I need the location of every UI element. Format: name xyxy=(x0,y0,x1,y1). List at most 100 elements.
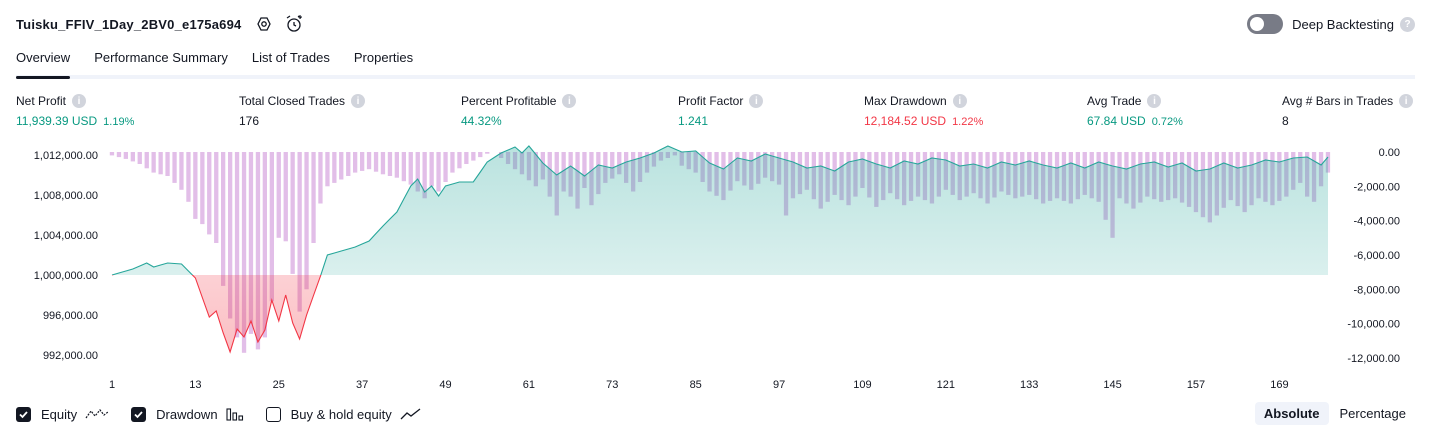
drawdown-bar xyxy=(325,152,330,187)
drawdown-bar xyxy=(144,152,149,169)
drawdown-bar xyxy=(311,152,316,243)
drawdown-bar xyxy=(248,152,254,334)
equity-drawdown-chart[interactable]: 1,012,000.00 1,008,000.00 1,004,000.00 1,00… xyxy=(0,140,1431,398)
metric-label: Net Profit xyxy=(16,94,67,108)
right-axis: 0.00 -2,000.00 -4,000.00 -6,000.00 -8,000.00… xyxy=(1347,147,1400,365)
drawdown-bar xyxy=(123,152,128,159)
x-axis-tick: 121 xyxy=(937,379,955,391)
equity-line-icon xyxy=(85,407,109,421)
drawdown-bar xyxy=(401,152,406,182)
info-icon[interactable]: i xyxy=(562,94,577,108)
percentage-button[interactable]: Percentage xyxy=(1339,406,1407,421)
right-axis-tick: 0.00 xyxy=(1379,147,1400,159)
buy-hold-checkbox[interactable] xyxy=(265,406,281,422)
drawdown-bar xyxy=(366,152,372,170)
metric-avg-trade: Avg Trade i 67.84 USD 0.72% xyxy=(1087,93,1183,128)
metric-profit-factor: Profit Factor i 1.241 xyxy=(678,93,764,128)
drawdown-bar xyxy=(228,152,233,319)
left-axis-tick: 1,000,000.00 xyxy=(34,270,98,282)
x-axis-tick: 49 xyxy=(439,379,451,391)
metric-label: Avg # Bars in Trades xyxy=(1282,94,1394,108)
left-axis: 1,012,000.00 1,008,000.00 1,004,000.00 1,00… xyxy=(34,150,98,362)
tab-performance-summary[interactable]: Performance Summary xyxy=(94,50,228,65)
drawdown-bar xyxy=(158,152,163,175)
metric-value: 176 xyxy=(239,114,260,128)
gear-icon[interactable] xyxy=(253,13,275,35)
drawdown-bar xyxy=(186,152,191,202)
absolute-button[interactable]: Absolute xyxy=(1254,402,1329,425)
tab-overview[interactable]: Overview xyxy=(16,42,71,79)
x-axis-tick: 109 xyxy=(853,379,871,391)
buy-hold-toggle[interactable]: Buy & hold equity xyxy=(265,406,422,422)
equity-line-negative xyxy=(112,275,322,354)
toggle-knob xyxy=(1250,17,1265,31)
info-icon[interactable]: i xyxy=(1399,94,1414,108)
info-icon[interactable]: i xyxy=(72,94,87,108)
alarm-add-icon[interactable] xyxy=(283,13,305,35)
drawdown-bar xyxy=(109,152,115,156)
drawdown-bar xyxy=(165,152,170,176)
drawdown-bar xyxy=(415,152,420,192)
info-icon[interactable]: i xyxy=(749,94,764,108)
line-chart-icon xyxy=(400,407,422,421)
strategy-header: Tuisku_FFIV_1Day_2BV0_e175a694 xyxy=(16,12,305,36)
info-icon[interactable]: i xyxy=(952,94,967,108)
x-axis-tick: 85 xyxy=(690,379,702,391)
drawdown-bar xyxy=(360,152,365,171)
metric-value: 8 xyxy=(1282,114,1289,128)
drawdown-bar xyxy=(151,152,156,173)
drawdown-bar xyxy=(332,152,337,183)
drawdown-bar xyxy=(387,152,393,176)
drawdown-checkbox[interactable] xyxy=(131,406,147,422)
x-axis-tick: 73 xyxy=(606,379,618,391)
left-axis-tick: 1,008,000.00 xyxy=(34,190,98,202)
drawdown-bar xyxy=(207,152,212,235)
deep-backtesting-toggle[interactable] xyxy=(1247,14,1284,34)
metric-percent: 0.72% xyxy=(1151,116,1183,128)
tab-properties[interactable]: Properties xyxy=(353,50,414,65)
metric-label: Percent Profitable xyxy=(461,94,557,108)
drawdown-bar xyxy=(429,152,434,187)
drawdown-bar xyxy=(304,152,309,290)
drawdown-bar xyxy=(380,152,386,175)
metric-percent-profitable: Percent Profitable i 44.32% xyxy=(461,93,577,128)
info-icon[interactable]: i xyxy=(1147,94,1162,108)
x-axis-tick: 169 xyxy=(1270,379,1288,391)
left-axis-tick: 1,004,000.00 xyxy=(34,230,98,242)
metric-value: 44.32% xyxy=(461,114,502,128)
right-axis-tick: -12,000.00 xyxy=(1347,353,1400,365)
metric-net-profit: Net Profit i 11,939.39 USD 1.19% xyxy=(16,93,134,128)
drawdown-bar xyxy=(485,152,490,154)
x-axis-tick: 97 xyxy=(773,379,785,391)
help-icon[interactable]: ? xyxy=(1400,16,1415,32)
drawdown-bar xyxy=(394,152,399,178)
drawdown-bar xyxy=(610,152,615,179)
drawdown-bar xyxy=(262,152,267,338)
drawdown-bar xyxy=(179,152,184,190)
drawdown-bar xyxy=(193,152,198,219)
x-axis-tick: 157 xyxy=(1187,379,1205,391)
x-axis-tick: 61 xyxy=(523,379,535,391)
tab-list-of-trades[interactable]: List of Trades xyxy=(251,50,330,65)
metric-label: Profit Factor xyxy=(678,94,744,108)
equity-toggle[interactable]: Equity xyxy=(16,406,109,422)
drawdown-bar xyxy=(408,152,413,185)
drawdown-bar xyxy=(464,152,469,164)
drawdown-bar xyxy=(471,152,476,161)
drawdown-bar xyxy=(457,152,462,169)
equity-checkbox[interactable] xyxy=(16,406,31,422)
drawdown-bar xyxy=(422,152,427,199)
drawdown-bar xyxy=(339,152,344,180)
x-axis-tick: 37 xyxy=(356,379,368,391)
info-icon[interactable]: i xyxy=(351,94,366,108)
drawdown-bar xyxy=(241,152,247,353)
drawdown-toggle[interactable]: Drawdown xyxy=(131,406,244,422)
drawdown-bar xyxy=(269,152,274,302)
bar-chart-icon xyxy=(226,407,244,421)
metric-value: 67.84 USD xyxy=(1087,114,1146,128)
buy-hold-label: Buy & hold equity xyxy=(290,406,392,422)
drawdown-bar xyxy=(130,152,135,162)
chart-legend: Equity Drawdown Buy & hold equity xyxy=(16,403,444,425)
metric-value: 11,939.39 USD xyxy=(16,114,98,128)
deep-backtesting: Deep Backtesting ? xyxy=(1247,12,1415,36)
